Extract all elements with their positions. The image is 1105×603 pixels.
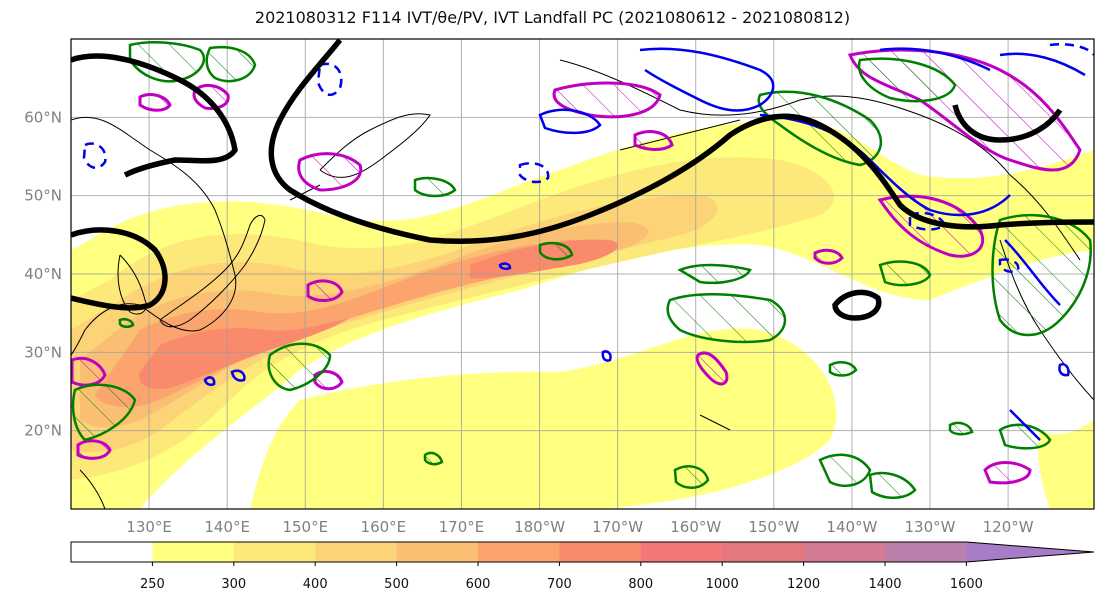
latitude-label: 50°N	[24, 187, 62, 205]
colorbar-label: 250	[140, 577, 165, 592]
colorbar-swatch	[803, 542, 886, 562]
colorbar-label: 1000	[706, 577, 739, 592]
latitude-labels: 60°N 50°N 40°N 30°N 20°N	[24, 108, 62, 439]
coastline-alaska	[559, 59, 1081, 261]
pv-contours	[71, 39, 1094, 321]
longitude-label: 160°W	[670, 518, 721, 536]
coastline-asia	[71, 116, 237, 356]
colorbar-swatch	[71, 542, 153, 562]
colorbar-swatch	[559, 542, 642, 562]
colorbar-swatch	[722, 542, 805, 562]
colorbar-label: 1600	[950, 577, 983, 592]
colorbar-label: 700	[547, 577, 572, 592]
latitude-label: 20°N	[24, 422, 62, 440]
longitude-label: 140°W	[826, 518, 877, 536]
colorbar-label: 400	[303, 577, 328, 592]
latitude-label: 40°N	[24, 265, 62, 283]
colorbar-swatch	[640, 542, 723, 562]
longitude-labels: 130°E 140°E 150°E 160°E 170°E 180°W 170°W 160°W…	[126, 518, 1033, 536]
colorbar-swatch	[885, 542, 967, 562]
latitude-label: 60°N	[24, 108, 62, 126]
latitude-label: 30°N	[24, 343, 62, 361]
colorbar-tick-labels: 250 300 400 500 600 700 800 1000 1200 1400 1600	[140, 562, 983, 592]
colorbar-extend-arrow	[966, 542, 1094, 562]
coastline-aleutians	[619, 119, 741, 151]
longitude-label: 120°W	[983, 518, 1034, 536]
ivt-band-250-east	[1038, 420, 1094, 509]
coastline-philippines	[79, 469, 106, 509]
colorbar-swatch	[478, 542, 560, 562]
longitude-label: 140°E	[204, 518, 250, 536]
ivt-band-700	[139, 318, 350, 390]
longitude-label: 160°E	[361, 518, 407, 536]
colorbar-label: 1200	[787, 577, 820, 592]
longitude-label: 170°E	[439, 518, 485, 536]
colorbar-label: 1400	[868, 577, 901, 592]
colorbar-swatch	[233, 542, 316, 562]
longitude-label: 150°W	[748, 518, 799, 536]
map-frame	[70, 38, 1095, 510]
colorbar-label: 300	[221, 577, 246, 592]
theta-e-dashed-contours	[82, 43, 1094, 273]
longitude-label: 150°E	[282, 518, 328, 536]
colorbar-label: 600	[466, 577, 491, 592]
coastline-hawaii	[699, 414, 731, 431]
theta-e-contours	[203, 47, 1086, 441]
coastline-korea	[117, 254, 147, 315]
colorbar-label: 500	[384, 577, 409, 592]
map-panel	[71, 39, 1094, 509]
longitude-label: 170°W	[592, 518, 643, 536]
longitude-label: 130°W	[905, 518, 956, 536]
map-title: 2021080312 F114 IVT/θe/PV, IVT Landfall …	[254, 8, 851, 27]
ivt-band-250	[71, 119, 1094, 509]
colorbar-label: 800	[628, 577, 653, 592]
longitude-label: 130°E	[126, 518, 172, 536]
colorbar-outline	[70, 541, 1095, 563]
longitude-label: 180°W	[514, 518, 565, 536]
coastline-japan	[159, 214, 266, 328]
colorbar	[70, 541, 1095, 563]
colorbar-swatch	[315, 542, 398, 562]
ivt-band-250-south	[250, 328, 837, 509]
colorbar-swatch	[152, 542, 235, 562]
colorbar-swatch	[396, 542, 479, 562]
